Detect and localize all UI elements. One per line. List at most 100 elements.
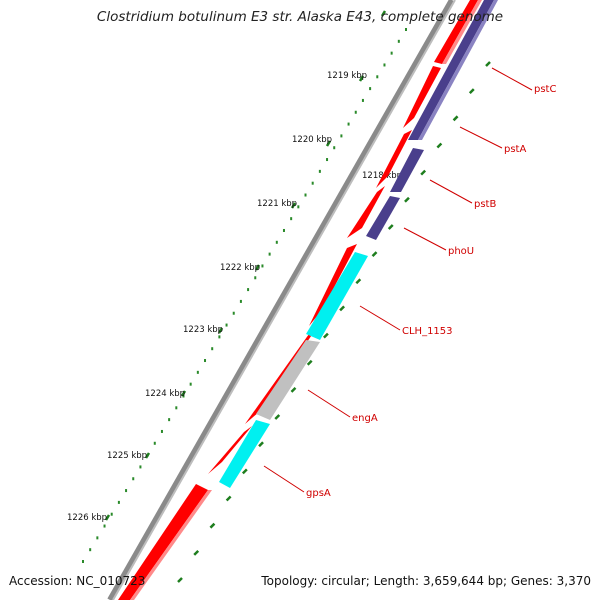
scale-dot [153, 441, 156, 445]
inner-mark [339, 305, 345, 312]
scale-dot [361, 98, 364, 102]
scale-dot [196, 370, 199, 374]
scale-major-tick [180, 390, 187, 397]
scale-major-tick [290, 202, 297, 209]
genome-summary-text: Topology: circular; Length: 3,659,644 bp… [261, 574, 591, 588]
scale-dot [304, 193, 307, 197]
gene-label: gpsA [306, 488, 331, 499]
scale-dot [139, 465, 142, 469]
cog-track [219, 0, 498, 488]
page-title: Clostridium botulinum E3 str. Alaska E43… [96, 9, 504, 25]
genome-backbone [107, 0, 455, 600]
scale-dot [390, 51, 393, 55]
scale-dot [347, 122, 350, 126]
inner-mark [209, 522, 216, 529]
cds-feature [434, 0, 478, 64]
scale-tick-label: 1222 kbp [220, 263, 260, 273]
inner-mark [274, 414, 281, 420]
scale-dot [89, 548, 92, 552]
inner-mark [290, 387, 297, 393]
scale-dot [282, 228, 285, 232]
cog-feature-purple [390, 148, 424, 192]
inner-mark [241, 468, 248, 475]
scale-major-tick [104, 514, 111, 521]
inner-mark [355, 278, 362, 285]
scale-dot [168, 418, 171, 422]
scale-tick-label: 1221 kbp [257, 199, 297, 209]
inner-mark [371, 251, 378, 257]
scale-dot [232, 311, 235, 315]
scale-dot [326, 158, 329, 162]
scale-dots [82, 28, 407, 563]
cog-feature-edge [418, 0, 498, 140]
inner-mark [468, 88, 475, 95]
scale-tick-label: 1223 kbp [183, 325, 223, 335]
scale-tick-label: 1225 kbp [107, 451, 147, 461]
gene-label: pstB [474, 199, 496, 210]
scale-tick-label: 1219 kbp [327, 71, 367, 81]
scale-dot [405, 28, 407, 31]
scale-dot [333, 146, 336, 150]
scale-dot [290, 217, 293, 221]
scale-dot [82, 560, 84, 563]
scale-dot [383, 63, 386, 67]
scale-major-tick [254, 264, 261, 271]
inner-mark [420, 169, 427, 176]
inner-mark [306, 359, 313, 366]
inner-mark [177, 577, 183, 583]
scale-major-tick [217, 327, 224, 334]
scale-dot [189, 382, 192, 386]
scale-major-tick [144, 452, 151, 459]
scale-dot [103, 524, 106, 528]
cds-feature [208, 426, 252, 474]
scale-ticks [104, 10, 387, 521]
scale-dot [175, 406, 178, 410]
cds-feature [118, 484, 208, 600]
gene-labels: pstC pstA pstB phoU CLH_1153 engA gpsA [263, 67, 556, 499]
gene-leader-line [359, 305, 401, 331]
scale-dot [110, 512, 113, 516]
scale-labels: 1218 kbp 1219 kbp 1220 kbp 1221 kbp 1222 kbp… [67, 71, 402, 523]
scale-dot [261, 264, 264, 268]
scale-dot [117, 500, 120, 504]
scale-dot [275, 240, 278, 244]
scale-dot [376, 75, 379, 79]
scale-tick-label: 1218 kbp [362, 171, 402, 181]
cog-feature-cyan [306, 252, 368, 340]
scale-dot [96, 536, 99, 540]
cog-feature-purple [366, 196, 400, 240]
gene-leader-line [491, 67, 533, 91]
scale-dot [132, 477, 135, 481]
scale-dot [247, 288, 250, 292]
scale-dot [204, 359, 207, 363]
scale-dot [218, 335, 221, 339]
scale-tick-label: 1220 kbp [292, 135, 332, 145]
inner-mark [258, 441, 264, 448]
genome-backbone-highlight [112, 0, 456, 600]
inner-marks [177, 61, 491, 583]
gene-label: CLH_1153 [402, 326, 453, 337]
inner-mark [485, 61, 491, 67]
scale-dot [297, 205, 300, 209]
cog-feature-purple [408, 0, 494, 140]
scale-dot [182, 394, 185, 398]
cds-forward-track [118, 0, 482, 600]
scale-dot [125, 489, 128, 493]
scale-tick-label: 1226 kbp [67, 513, 107, 523]
scale-dot [340, 134, 343, 138]
scale-major-tick [325, 140, 332, 147]
cog-feature-grey [256, 340, 320, 420]
cog-feature-cyan [219, 420, 270, 488]
inner-mark [404, 196, 410, 203]
scale-dot [397, 39, 400, 43]
inner-mark [193, 549, 200, 556]
cds-feature [376, 130, 412, 188]
scale-dot [369, 87, 372, 91]
gene-leader-line [403, 227, 447, 251]
scale-dot [311, 181, 314, 185]
inner-mark [323, 332, 329, 339]
cds-feature [347, 186, 385, 238]
gene-leader-line [459, 126, 503, 149]
inner-mark [387, 224, 394, 230]
